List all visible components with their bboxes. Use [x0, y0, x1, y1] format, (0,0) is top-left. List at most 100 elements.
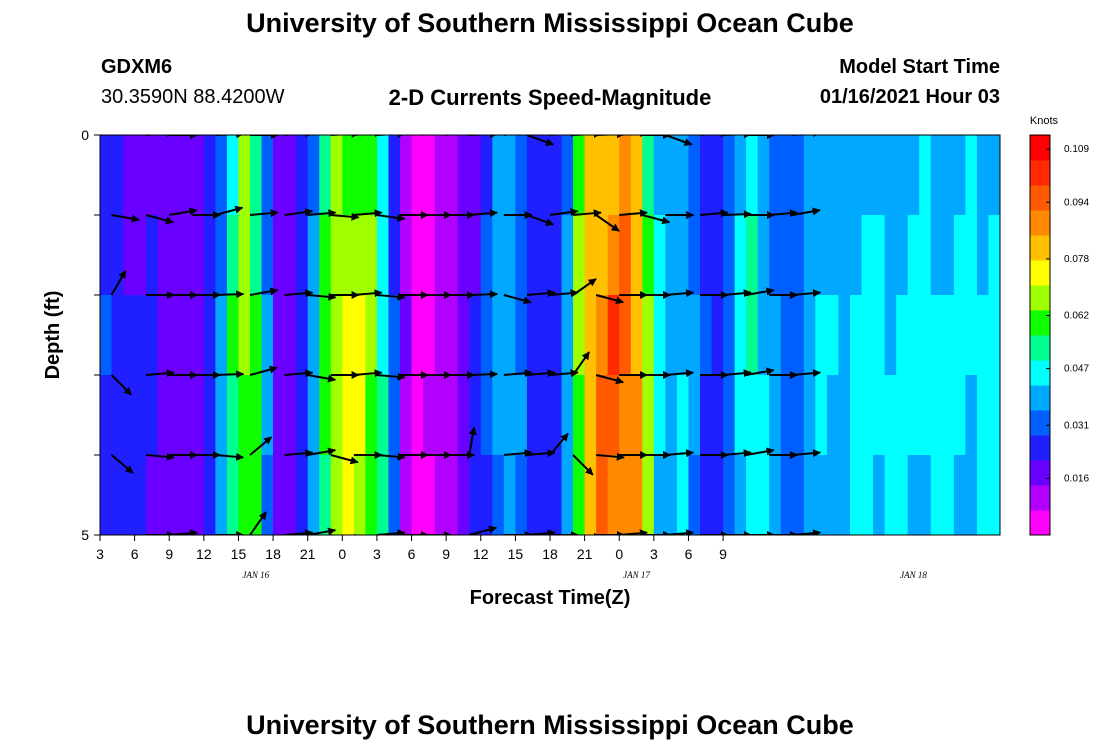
heat-cell — [296, 215, 309, 296]
heat-cell — [826, 135, 840, 216]
heat-cell — [503, 135, 516, 216]
current-vector — [526, 369, 556, 378]
heat-cell — [653, 375, 666, 456]
heat-cell — [503, 215, 516, 296]
x-tick-label: 12 — [196, 546, 212, 562]
current-vector — [330, 212, 360, 221]
current-vector — [665, 449, 695, 458]
heat-cell — [884, 295, 897, 376]
heat-cell — [919, 455, 932, 535]
heat-cell — [700, 215, 713, 296]
heat-cell — [515, 295, 528, 376]
heat-cell — [757, 295, 770, 376]
heat-cell — [850, 455, 863, 535]
x-tick-label: 15 — [508, 546, 524, 562]
heat-cell — [930, 295, 943, 376]
current-vector — [249, 511, 267, 535]
colorbar-swatch — [1030, 185, 1050, 211]
heat-cell — [123, 215, 136, 296]
heat-cell — [538, 215, 551, 296]
heat-cell — [100, 135, 113, 216]
heat-cell — [400, 295, 413, 376]
current-vector — [526, 135, 554, 146]
heat-cell — [307, 135, 320, 216]
heat-cell — [780, 215, 793, 296]
heat-cell — [296, 455, 309, 535]
colorbar-swatch — [1030, 485, 1050, 511]
current-vector — [745, 367, 775, 376]
heat-cell — [746, 455, 759, 535]
heat-cell — [480, 295, 493, 376]
heat-cell — [573, 295, 586, 376]
heat-cell — [780, 455, 793, 535]
heat-cell — [388, 135, 401, 216]
heat-cell — [538, 135, 551, 216]
heat-cell — [688, 375, 701, 456]
heat-cell — [850, 295, 863, 376]
heat-cell — [330, 135, 343, 216]
colorbar-swatch — [1030, 260, 1050, 286]
heat-cell — [515, 455, 528, 535]
heat-cell — [700, 295, 713, 376]
heat-cell — [769, 375, 782, 456]
heat-cell — [273, 375, 286, 456]
heat-cell — [803, 455, 816, 535]
heat-cell — [503, 375, 516, 456]
current-vector — [110, 374, 133, 396]
heat-cell — [157, 215, 170, 296]
heat-cell — [665, 295, 678, 376]
heat-cell — [757, 375, 770, 456]
heat-cell — [746, 135, 759, 216]
heat-cell — [780, 375, 793, 456]
heat-cell — [584, 375, 597, 456]
heat-cell — [296, 295, 309, 376]
heat-cell — [100, 215, 113, 296]
heat-cell — [376, 135, 390, 216]
x-tick-label: 0 — [615, 546, 623, 562]
x-tick-label: 3 — [650, 546, 658, 562]
heat-cell — [965, 375, 978, 456]
heat-cell — [965, 135, 978, 216]
heat-cell — [953, 455, 966, 535]
heat-cell — [134, 455, 147, 535]
heat-cell — [365, 135, 378, 216]
colorbar-swatch — [1030, 510, 1050, 536]
heat-cell — [261, 135, 274, 216]
current-vector — [307, 135, 337, 136]
heat-cell — [330, 375, 343, 456]
heat-cell — [423, 135, 436, 216]
heat-cell — [307, 295, 320, 376]
heat-cell — [400, 375, 413, 456]
current-vector — [284, 289, 314, 298]
current-vectors — [110, 135, 821, 535]
main-title-bottom: University of Southern Mississippi Ocean… — [246, 710, 854, 740]
current-vector — [111, 135, 116, 136]
heat-cell — [826, 455, 840, 535]
heat-cell — [665, 375, 678, 456]
heat-cell — [169, 455, 182, 535]
heat-cell — [792, 375, 805, 456]
x-tick-label: 9 — [442, 546, 450, 562]
heat-cell — [769, 455, 782, 535]
heat-cell — [469, 295, 482, 376]
heat-cell — [688, 295, 701, 376]
heat-cell — [873, 455, 886, 535]
heat-cell — [907, 295, 920, 376]
current-vector — [284, 449, 314, 458]
heat-cell — [896, 295, 909, 376]
date-label: JAN 18 — [900, 570, 927, 580]
current-vector — [169, 207, 198, 216]
heat-cell — [538, 455, 551, 535]
heat-cell — [353, 135, 366, 216]
current-vector — [307, 374, 337, 383]
heat-cell — [365, 295, 378, 376]
heat-cell — [469, 455, 482, 535]
heat-cell — [988, 455, 1000, 535]
heat-cell — [284, 375, 297, 456]
heat-cell — [573, 375, 586, 456]
colorbar-swatch — [1030, 460, 1050, 486]
x-tick-label: 6 — [408, 546, 416, 562]
heat-cell — [942, 135, 955, 216]
y-tick-label: 0 — [81, 127, 89, 143]
heat-cell — [353, 295, 366, 376]
